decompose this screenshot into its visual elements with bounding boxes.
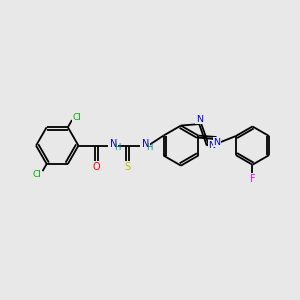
Text: S: S — [124, 162, 131, 172]
Text: H: H — [146, 143, 153, 152]
Text: Cl: Cl — [33, 169, 42, 178]
Text: F: F — [250, 174, 255, 184]
Text: O: O — [92, 162, 100, 172]
Text: N: N — [110, 139, 118, 149]
Text: N: N — [213, 137, 220, 147]
Text: N: N — [196, 115, 203, 124]
Text: N: N — [208, 141, 215, 150]
Text: Cl: Cl — [72, 113, 81, 122]
Text: H: H — [114, 143, 121, 152]
Text: N: N — [142, 139, 149, 149]
